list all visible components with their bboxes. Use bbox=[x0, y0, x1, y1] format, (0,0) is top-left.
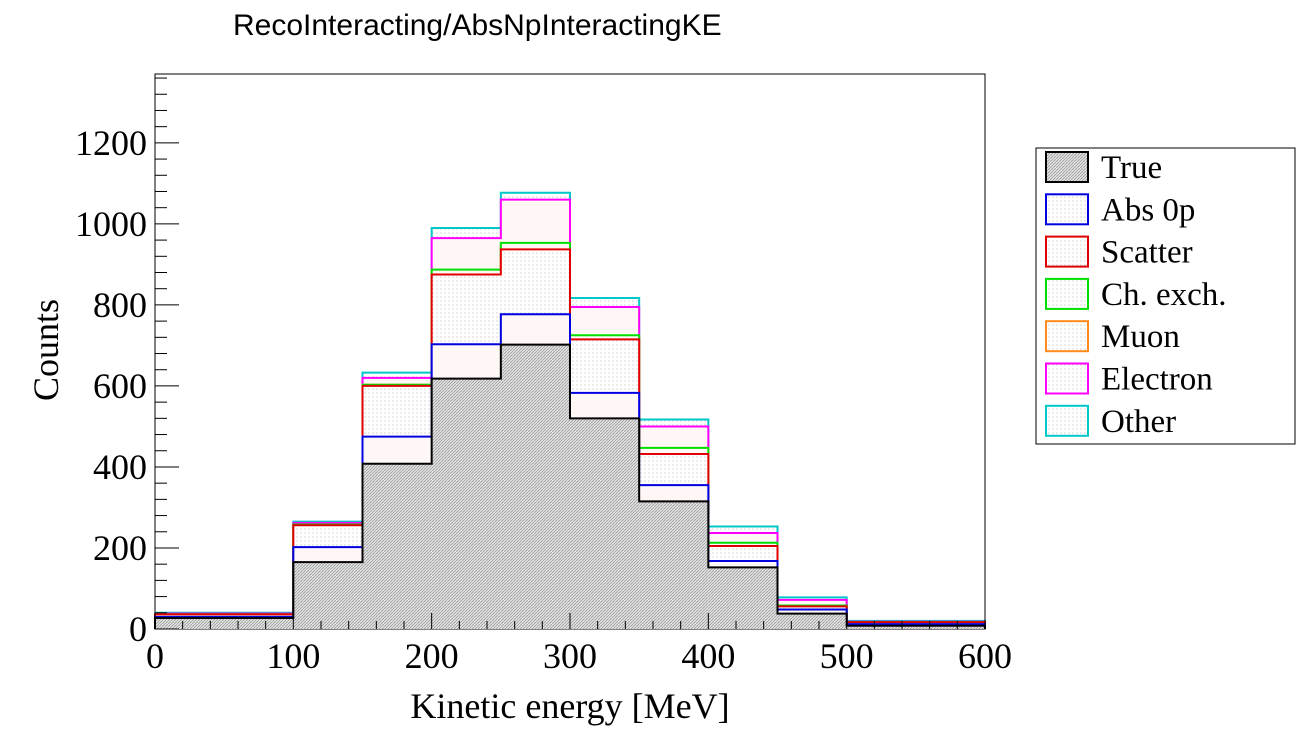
x-tick-label-400: 400 bbox=[681, 636, 735, 676]
bar-true-1 bbox=[293, 562, 363, 629]
bar-true-9 bbox=[846, 625, 985, 629]
bar-true-7 bbox=[708, 567, 778, 629]
x-tick-label-300: 300 bbox=[543, 636, 597, 676]
legend-swatch-abs-0p bbox=[1045, 193, 1089, 226]
bar-true-3 bbox=[431, 378, 501, 629]
axes: 0 100 200 300 400 500 600 0 200 400 600 800 1000 1200 bbox=[75, 77, 1012, 676]
legend-swatch-true bbox=[1045, 151, 1089, 183]
chart-title: RecoInteracting/AbsNpInteractingKE bbox=[233, 9, 722, 42]
y-tick-label-0: 0 bbox=[129, 609, 147, 649]
x-tick-label-600: 600 bbox=[958, 636, 1012, 676]
y-tick-label-1000: 1000 bbox=[75, 204, 147, 244]
bar-true-5 bbox=[570, 418, 640, 629]
series-outline-true bbox=[154, 343, 986, 629]
y-tick-label-600: 600 bbox=[93, 366, 147, 406]
x-tick-label-0: 0 bbox=[146, 636, 164, 676]
legend-swatch-other bbox=[1045, 404, 1089, 437]
legend-label-other: Other bbox=[1101, 404, 1176, 440]
y-axis-label: Counts bbox=[26, 299, 66, 401]
x-tick-label-100: 100 bbox=[266, 636, 320, 676]
legend-label-scatter: Scatter bbox=[1101, 235, 1193, 271]
legend-label-true: True bbox=[1101, 150, 1162, 186]
x-axis-label: Kinetic energy [MeV] bbox=[410, 686, 729, 726]
bar-true-2 bbox=[362, 463, 432, 629]
legend-label-electron: Electron bbox=[1101, 362, 1213, 398]
y-tick-label-800: 800 bbox=[93, 285, 147, 325]
legend-label-muon: Muon bbox=[1101, 319, 1180, 355]
bar-true-6 bbox=[639, 501, 709, 629]
x-tick-label-200: 200 bbox=[405, 636, 459, 676]
legend-label-ch-exch: Ch. exch. bbox=[1101, 277, 1227, 313]
y-tick-label-400: 400 bbox=[93, 447, 147, 487]
bar-true-0 bbox=[155, 618, 294, 629]
legend-label-abs-0p: Abs 0p bbox=[1101, 192, 1195, 228]
legend-swatch-muon bbox=[1045, 320, 1089, 353]
legend-swatch-scatter bbox=[1045, 235, 1089, 268]
x-tick-label-500: 500 bbox=[820, 636, 874, 676]
series-outline-scatter bbox=[154, 248, 986, 629]
bar-true-4 bbox=[500, 344, 570, 629]
y-tick-label-1200: 1200 bbox=[75, 123, 147, 163]
legend-swatch-electron bbox=[1045, 362, 1089, 395]
y-tick-label-200: 200 bbox=[93, 528, 147, 568]
bar-true-8 bbox=[777, 613, 847, 629]
legend: True Abs 0p Scatter Ch. exch. Muon Electron Ot… bbox=[1035, 147, 1296, 445]
legend-swatch-ch-exch bbox=[1045, 277, 1089, 310]
histogram-bars bbox=[154, 191, 986, 630]
